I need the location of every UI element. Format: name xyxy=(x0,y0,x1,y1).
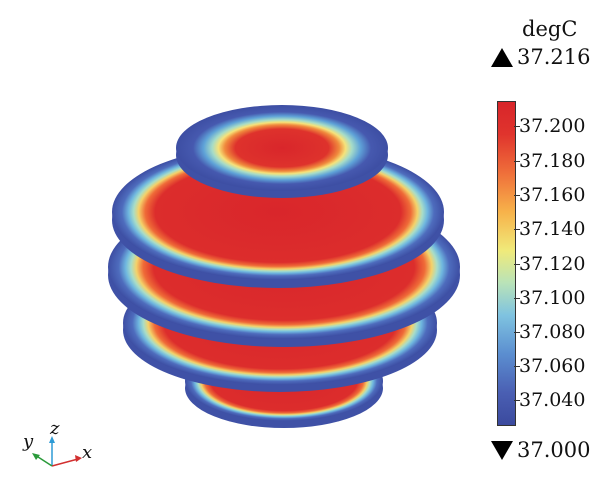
legend-unit: degC xyxy=(522,17,578,41)
tick-label: 37.080 xyxy=(519,321,586,343)
legend-max: 37.216 xyxy=(491,45,590,69)
temperature-slice-plot xyxy=(32,105,460,467)
axis-y-label: y xyxy=(23,431,34,452)
tick-mark xyxy=(514,229,520,230)
tick-mark xyxy=(514,195,520,196)
max-triangle-icon xyxy=(491,47,513,67)
tick-label: 37.140 xyxy=(519,218,586,240)
tick-mark xyxy=(514,366,520,367)
tick-label: 37.060 xyxy=(519,355,586,377)
axis-triad-icon xyxy=(32,436,82,467)
tick-label: 37.160 xyxy=(519,184,586,206)
tick-mark xyxy=(514,126,520,127)
tick-mark xyxy=(514,400,520,401)
legend-min-value: 37.000 xyxy=(517,438,591,462)
tick-mark xyxy=(514,161,520,162)
tick-mark xyxy=(514,332,520,333)
legend-max-value: 37.216 xyxy=(517,45,591,69)
slice-1 xyxy=(176,105,388,198)
axis-x-label: x xyxy=(82,442,93,463)
tick-label: 37.100 xyxy=(519,287,586,309)
colorbar-gradient xyxy=(497,101,516,426)
tick-label: 37.180 xyxy=(519,150,586,172)
tick-label: 37.040 xyxy=(519,389,586,411)
tick-mark xyxy=(514,264,520,265)
tick-label: 37.120 xyxy=(519,253,586,275)
axis-z-label: z xyxy=(50,418,60,439)
legend-min: 37.000 xyxy=(491,438,590,462)
min-triangle-icon xyxy=(491,440,513,460)
tick-label: 37.200 xyxy=(519,115,586,137)
tick-mark xyxy=(514,298,520,299)
